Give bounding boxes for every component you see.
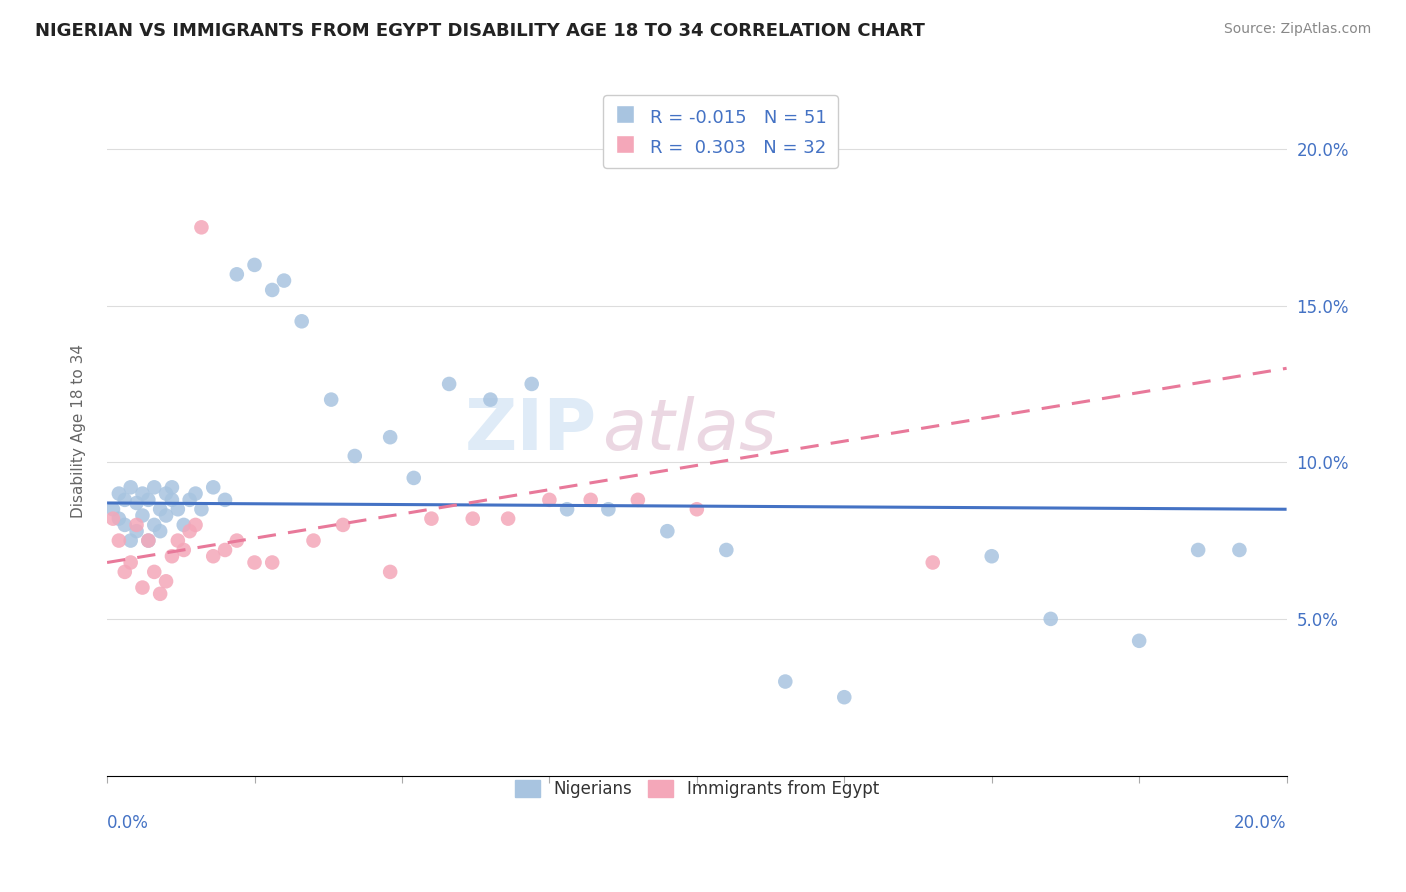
Point — [125, 524, 148, 538]
Point — [114, 517, 136, 532]
Point — [179, 492, 201, 507]
Point — [166, 502, 188, 516]
Point — [437, 376, 460, 391]
Point — [120, 556, 142, 570]
Text: 0.0%: 0.0% — [107, 814, 149, 832]
Point — [321, 392, 343, 407]
Point — [1128, 633, 1150, 648]
Y-axis label: Disability Age 18 to 34: Disability Age 18 to 34 — [72, 344, 86, 518]
Point — [101, 511, 124, 525]
Point — [131, 486, 153, 500]
Point — [160, 480, 183, 494]
Point — [149, 524, 172, 538]
Point — [108, 533, 131, 548]
Point — [108, 511, 131, 525]
Point — [1039, 612, 1062, 626]
Point — [402, 471, 425, 485]
Point — [143, 565, 166, 579]
Point — [138, 533, 160, 548]
Point — [332, 517, 354, 532]
Point — [214, 492, 236, 507]
Point — [108, 486, 131, 500]
Point — [166, 533, 188, 548]
Point — [190, 220, 212, 235]
Point — [262, 283, 284, 297]
Point — [214, 543, 236, 558]
Point — [131, 581, 153, 595]
Point — [125, 496, 148, 510]
Point — [114, 565, 136, 579]
Point — [225, 533, 247, 548]
Point — [1229, 543, 1251, 558]
Point — [520, 376, 543, 391]
Point — [832, 690, 855, 705]
Point — [155, 486, 177, 500]
Point — [179, 524, 201, 538]
Point — [125, 517, 148, 532]
Point — [160, 492, 183, 507]
Point — [479, 392, 502, 407]
Point — [131, 508, 153, 523]
Text: NIGERIAN VS IMMIGRANTS FROM EGYPT DISABILITY AGE 18 TO 34 CORRELATION CHART: NIGERIAN VS IMMIGRANTS FROM EGYPT DISABI… — [35, 22, 925, 40]
Point — [775, 674, 797, 689]
Point — [225, 268, 247, 282]
Point — [202, 480, 225, 494]
Point — [138, 492, 160, 507]
Point — [598, 502, 620, 516]
Point — [138, 533, 160, 548]
Text: 20.0%: 20.0% — [1234, 814, 1286, 832]
Point — [101, 502, 124, 516]
Point — [149, 587, 172, 601]
Point — [143, 480, 166, 494]
Point — [149, 502, 172, 516]
Point — [1187, 543, 1209, 558]
Point — [378, 565, 401, 579]
Point — [160, 549, 183, 564]
Point — [657, 524, 679, 538]
Text: ZIP: ZIP — [464, 396, 596, 466]
Point — [579, 492, 602, 507]
Point — [716, 543, 738, 558]
Point — [378, 430, 401, 444]
Point — [343, 449, 366, 463]
Point — [114, 492, 136, 507]
Point — [120, 533, 142, 548]
Point — [980, 549, 1002, 564]
Point — [243, 258, 266, 272]
Point — [627, 492, 650, 507]
Point — [202, 549, 225, 564]
Point — [190, 502, 212, 516]
Point — [173, 543, 195, 558]
Point — [302, 533, 325, 548]
Point — [496, 511, 519, 525]
Point — [243, 556, 266, 570]
Point — [155, 574, 177, 589]
Point — [155, 508, 177, 523]
Point — [538, 492, 561, 507]
Point — [921, 556, 943, 570]
Point — [273, 274, 295, 288]
Point — [291, 314, 314, 328]
Point — [686, 502, 709, 516]
Point — [555, 502, 578, 516]
Point — [173, 517, 195, 532]
Point — [184, 486, 207, 500]
Point — [420, 511, 443, 525]
Point — [262, 556, 284, 570]
Point — [461, 511, 484, 525]
Point — [120, 480, 142, 494]
Legend: Nigerians, Immigrants from Egypt: Nigerians, Immigrants from Egypt — [508, 773, 886, 805]
Point — [143, 517, 166, 532]
Text: atlas: atlas — [603, 396, 778, 466]
Point — [184, 517, 207, 532]
Text: Source: ZipAtlas.com: Source: ZipAtlas.com — [1223, 22, 1371, 37]
